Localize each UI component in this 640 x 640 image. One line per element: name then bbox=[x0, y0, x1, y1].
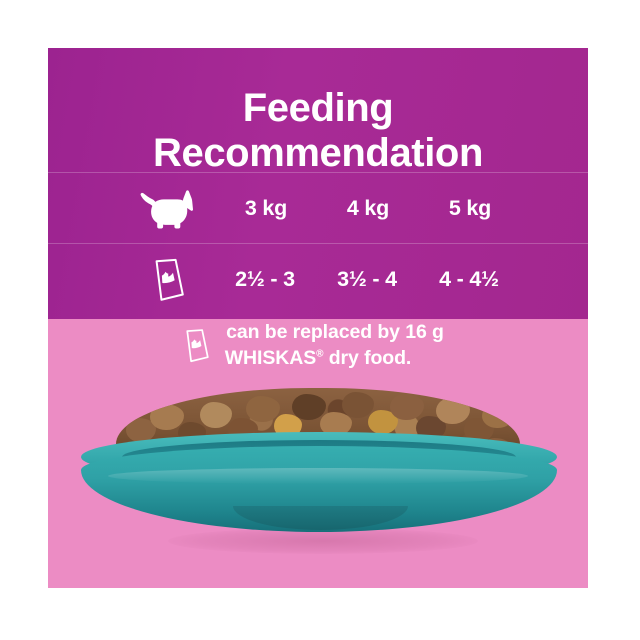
table-cell: 3½ - 4 bbox=[337, 266, 397, 291]
title-line-2: Recommendation bbox=[152, 131, 483, 175]
brand-name: WHISKAS bbox=[224, 347, 317, 369]
table-cell: 4 - 4½ bbox=[439, 266, 499, 291]
row-divider-top bbox=[48, 172, 588, 173]
note-line-2-suffix: dry food. bbox=[323, 347, 412, 369]
cat-icon bbox=[126, 173, 212, 243]
trademark-symbol: ® bbox=[316, 348, 324, 360]
table-row: 3 kg 4 kg 5 kg bbox=[48, 173, 588, 243]
row-divider-middle bbox=[48, 243, 588, 244]
title-line-1: Feeding bbox=[242, 86, 394, 130]
note-line-2: WHISKAS® dry food. bbox=[48, 345, 588, 371]
table-cell: 5 kg bbox=[448, 195, 492, 220]
bowl-of-cat-food bbox=[48, 388, 588, 588]
replacement-note: can be replaced by 16 g WHISKAS® dry foo… bbox=[48, 319, 588, 409]
table-row: 2½ - 3 3½ - 4 4 - 4½ bbox=[48, 244, 588, 314]
page-title: Feeding Recommendation bbox=[48, 86, 588, 176]
pouch-icon bbox=[182, 327, 216, 363]
bowl-highlight bbox=[108, 468, 528, 484]
table-cell: 3 kg bbox=[244, 195, 288, 220]
bowl-shadow bbox=[168, 528, 478, 554]
purple-panel: Feeding Recommendation 3 kg 4 kg 5 kg bbox=[48, 48, 588, 319]
table-cell: 4 kg bbox=[346, 195, 390, 220]
note-line-1: can be replaced by 16 g bbox=[226, 321, 444, 343]
table-cell: 2½ - 3 bbox=[235, 266, 295, 291]
replacement-note-text: can be replaced by 16 g WHISKAS® dry foo… bbox=[48, 319, 588, 371]
pouch-icon bbox=[126, 244, 212, 314]
info-card: Feeding Recommendation 3 kg 4 kg 5 kg bbox=[48, 48, 588, 588]
